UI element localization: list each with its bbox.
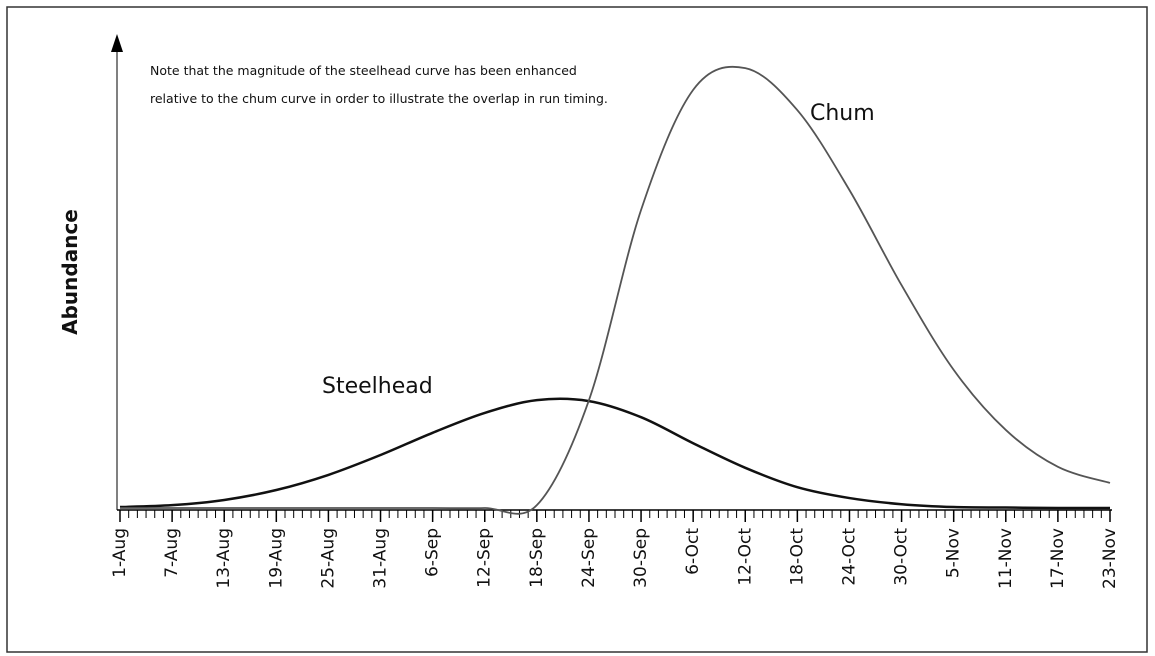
x-tick-label: 6-Sep [423,528,443,577]
x-tick-label: 6-Oct [683,528,703,575]
x-tick-label: 5-Nov [944,528,964,578]
x-tick-label: 17-Nov [1048,528,1068,589]
x-tick-label: 23-Nov [1100,528,1120,589]
x-tick-label: 18-Oct [787,528,807,586]
series-line [119,397,1111,510]
x-tick-label: 12-Sep [475,528,495,588]
x-tick-label: 30-Oct [892,528,912,586]
series-label: Steelhead [322,374,433,399]
x-tick-label: 19-Aug [266,528,286,589]
x-tick-label: 24-Sep [579,528,599,588]
series-line [120,65,1111,515]
y-axis-arrow [111,34,123,52]
x-tick-label: 31-Aug [371,528,391,589]
x-tick-label: 11-Nov [996,528,1016,589]
x-tick-label: 18-Sep [527,528,547,588]
x-tick-label: 1-Aug [110,528,130,578]
x-tick-label: 13-Aug [214,528,234,589]
x-tick-label: 7-Aug [162,528,182,578]
x-tick-label: 25-Aug [318,528,338,589]
note-line: relative to the chum curve in order to i… [150,91,608,106]
y-axis-label: Abundance [58,209,82,335]
frame [6,6,1148,653]
x-tick-label: 24-Oct [839,528,859,586]
x-tick-label: 12-Oct [735,528,755,586]
note-line: Note that the magnitude of the steelhead… [150,63,577,78]
x-tick-label: 30-Sep [631,528,651,588]
series-label: Chum [810,101,875,126]
